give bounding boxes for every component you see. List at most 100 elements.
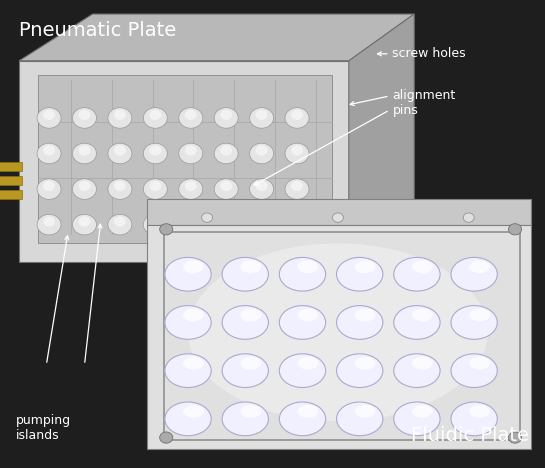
Circle shape [256,110,268,120]
Bar [0,162,22,171]
Ellipse shape [451,257,498,291]
Circle shape [108,143,132,164]
Circle shape [250,143,274,164]
Ellipse shape [355,260,376,273]
Circle shape [285,108,309,128]
Ellipse shape [298,405,318,418]
Circle shape [250,179,274,199]
Ellipse shape [393,257,440,291]
Bar [0,190,22,199]
Bar [0,176,22,185]
Circle shape [250,214,274,235]
Ellipse shape [279,402,326,436]
Ellipse shape [412,357,433,370]
Circle shape [149,145,161,155]
Circle shape [508,224,522,235]
Polygon shape [19,14,414,61]
Ellipse shape [240,260,261,273]
Ellipse shape [298,260,318,273]
Ellipse shape [336,354,383,388]
Circle shape [179,214,203,235]
Text: screw holes: screw holes [392,47,466,60]
Ellipse shape [222,402,268,436]
Circle shape [291,110,303,120]
Circle shape [214,179,238,199]
Ellipse shape [165,257,211,291]
Circle shape [256,181,268,191]
Ellipse shape [165,306,211,339]
Ellipse shape [183,405,204,418]
Circle shape [256,216,268,227]
Circle shape [149,216,161,227]
Circle shape [508,432,522,443]
Ellipse shape [355,308,376,322]
Text: alignment
pins: alignment pins [392,89,456,117]
Ellipse shape [412,260,433,273]
Ellipse shape [469,357,490,370]
Circle shape [463,213,474,222]
Ellipse shape [298,308,318,322]
Circle shape [291,145,303,155]
Circle shape [114,181,126,191]
Circle shape [179,108,203,128]
Ellipse shape [469,405,490,418]
Ellipse shape [279,354,326,388]
Ellipse shape [336,306,383,339]
Circle shape [160,224,173,235]
Ellipse shape [355,405,376,418]
Circle shape [220,110,232,120]
Circle shape [78,216,90,227]
Circle shape [78,110,90,120]
Circle shape [291,181,303,191]
Circle shape [108,108,132,128]
Ellipse shape [279,306,326,339]
Ellipse shape [240,357,261,370]
Text: pumping
islands: pumping islands [16,414,71,442]
Circle shape [149,181,161,191]
Ellipse shape [393,306,440,339]
Ellipse shape [393,354,440,388]
Ellipse shape [336,257,383,291]
Circle shape [72,108,96,128]
Circle shape [285,214,309,235]
Ellipse shape [240,405,261,418]
Circle shape [72,179,96,199]
Circle shape [114,216,126,227]
Ellipse shape [188,243,488,421]
Circle shape [214,143,238,164]
Circle shape [256,145,268,155]
Text: Fluidic Plate: Fluidic Plate [410,425,529,445]
Ellipse shape [240,308,261,322]
Circle shape [179,143,203,164]
Ellipse shape [222,354,268,388]
Circle shape [37,214,61,235]
Circle shape [72,143,96,164]
Ellipse shape [183,308,204,322]
Polygon shape [349,14,414,262]
Circle shape [78,181,90,191]
Polygon shape [147,199,531,225]
Circle shape [250,108,274,128]
Polygon shape [19,61,349,262]
Circle shape [214,214,238,235]
Circle shape [185,145,197,155]
Ellipse shape [393,402,440,436]
Ellipse shape [222,257,268,291]
Circle shape [114,110,126,120]
Ellipse shape [412,405,433,418]
Ellipse shape [412,308,433,322]
Circle shape [185,216,197,227]
Circle shape [143,214,167,235]
Polygon shape [38,75,332,243]
Circle shape [143,108,167,128]
Circle shape [160,432,173,443]
Circle shape [78,145,90,155]
Circle shape [185,110,197,120]
Circle shape [43,181,55,191]
Text: Pneumatic Plate: Pneumatic Plate [19,21,177,40]
Circle shape [332,213,343,222]
Ellipse shape [451,354,498,388]
Circle shape [143,143,167,164]
Circle shape [179,179,203,199]
Circle shape [149,110,161,120]
